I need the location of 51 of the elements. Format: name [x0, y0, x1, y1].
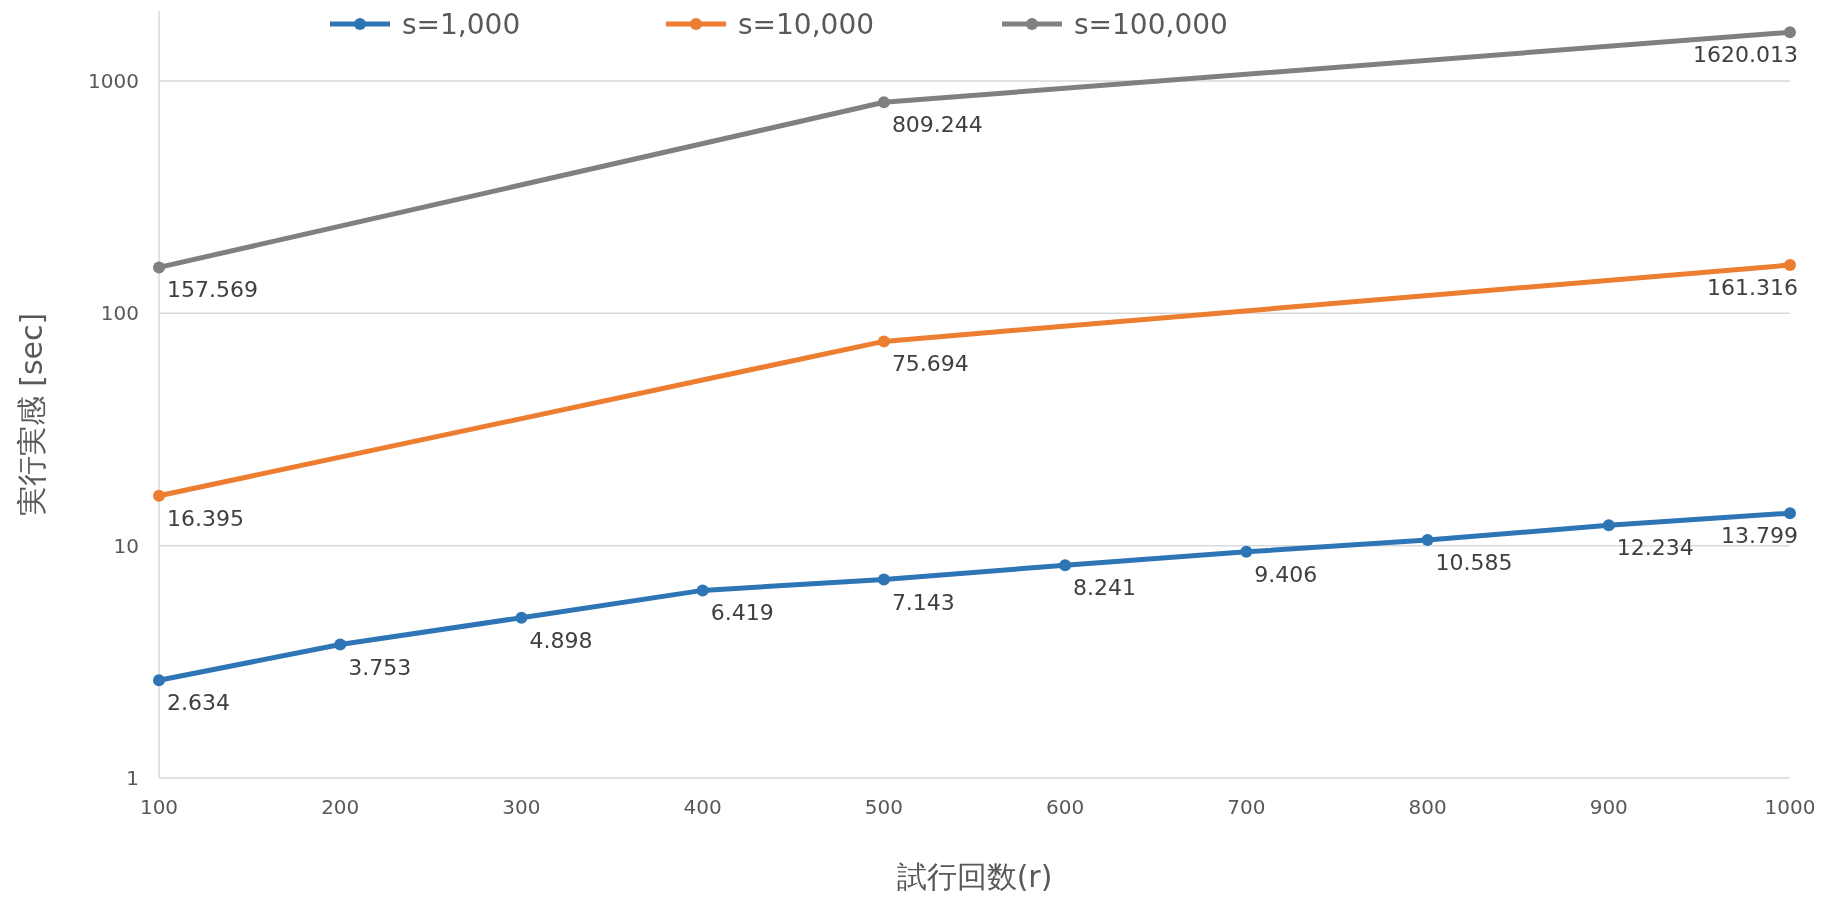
data-label: 16.395 — [167, 505, 244, 531]
point — [1784, 259, 1796, 272]
legend-label: s=1,000 — [402, 8, 521, 41]
data-label: 1620.013 — [1693, 42, 1798, 68]
data-label: 3.753 — [348, 654, 412, 680]
data-label: 9.406 — [1254, 561, 1318, 587]
x-tick-label: 200 — [321, 795, 360, 819]
point — [153, 489, 165, 502]
point — [1059, 559, 1072, 572]
y-tick-label: 100 — [100, 301, 139, 326]
data-label: 2.634 — [167, 690, 230, 716]
point — [877, 335, 890, 348]
x-tick-label: 300 — [502, 795, 541, 819]
y-tick-label: 1 — [126, 766, 139, 790]
x-axis-title: 試行回数(r) — [896, 859, 1053, 894]
data-label: 809.244 — [891, 112, 983, 138]
data-label: 12.234 — [1616, 535, 1694, 561]
y-axis-title: 実行実感 [sec] — [14, 312, 49, 517]
point — [153, 261, 165, 274]
data-label: 75.694 — [891, 351, 969, 377]
y-tick-label: 1000 — [88, 68, 139, 93]
x-tick-label: 800 — [1408, 795, 1447, 819]
point — [877, 573, 890, 586]
point — [153, 674, 165, 687]
x-tick-label: 500 — [864, 795, 903, 819]
data-label: 157.569 — [167, 277, 258, 303]
data-label: 161.316 — [1707, 275, 1798, 301]
point — [877, 96, 890, 109]
data-label: 10.585 — [1435, 549, 1513, 575]
point — [1784, 507, 1796, 520]
data-label: 6.419 — [710, 600, 774, 626]
point — [696, 584, 709, 597]
y-tick-label: 10 — [113, 533, 139, 558]
x-tick-label: 1000 — [1764, 795, 1816, 819]
x-tick-label: 900 — [1589, 795, 1628, 819]
legend-label: s=100,000 — [1074, 8, 1228, 41]
point — [334, 638, 347, 651]
point — [1240, 545, 1253, 558]
x-tick-label: 700 — [1227, 795, 1266, 819]
point — [515, 611, 528, 624]
data-label: 7.143 — [891, 589, 955, 615]
x-tick-label: 400 — [683, 795, 722, 819]
x-tick-label: 600 — [1046, 795, 1085, 819]
legend-label: s=10,000 — [738, 8, 875, 41]
point — [1421, 533, 1434, 546]
x-tick-label: 100 — [139, 795, 179, 819]
point — [1602, 519, 1615, 532]
data-label: 13.799 — [1721, 523, 1798, 549]
data-label: 4.898 — [529, 627, 593, 653]
data-label: 8.241 — [1073, 575, 1137, 601]
point — [1784, 26, 1796, 39]
